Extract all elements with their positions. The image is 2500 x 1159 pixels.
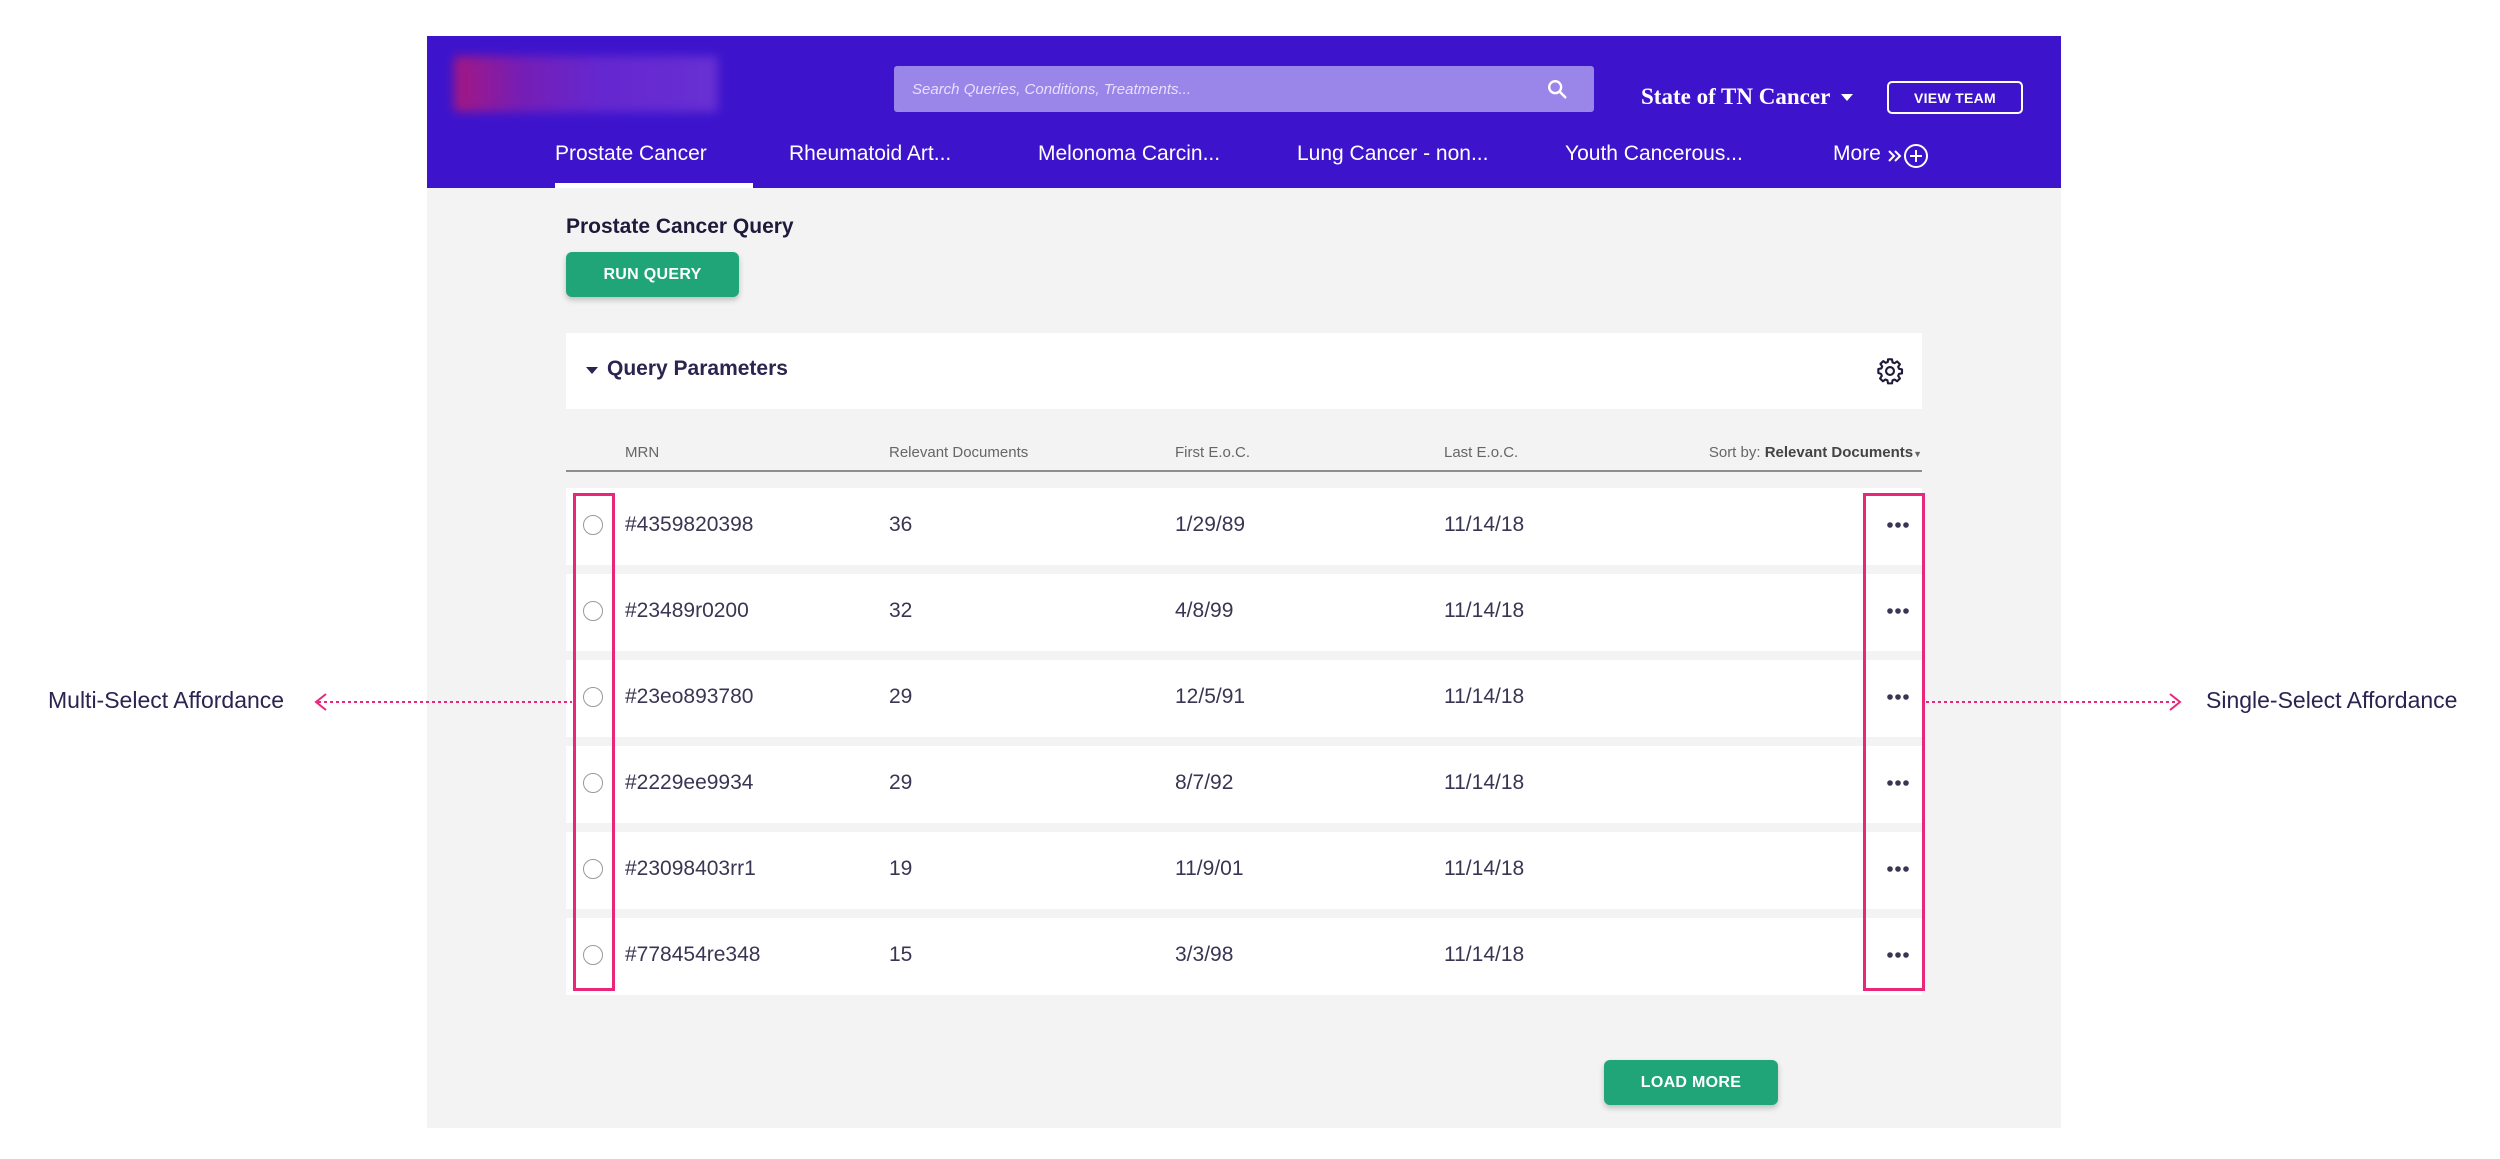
brand-logo [454, 56, 718, 112]
page-title: Prostate Cancer Query [566, 215, 794, 238]
plus-circle-icon[interactable] [1903, 143, 1929, 169]
multi-select-annotation: Multi-Select Affordance [48, 687, 285, 713]
team-name: State of TN Cancer [1641, 84, 1831, 109]
results-table-header: MRN Relevant Documents First E.o.C. Last… [566, 444, 1922, 472]
cell-first-eoc: 12/5/91 [1175, 685, 1246, 708]
search-bar [894, 66, 1594, 112]
column-header-mrn[interactable]: MRN [625, 444, 660, 461]
search-icon[interactable] [1546, 78, 1568, 100]
tab-more[interactable]: More [1833, 142, 1903, 188]
cell-last-eoc: 11/14/18 [1444, 943, 1525, 966]
tab-label: More [1833, 142, 1881, 165]
cell-mrn: #23098403rr1 [625, 857, 756, 880]
cell-last-eoc: 11/14/18 [1444, 685, 1525, 708]
caret-down-icon [1841, 94, 1854, 101]
right-annotation-arrow [1926, 693, 2182, 711]
query-parameters-panel[interactable]: Query Parameters [566, 333, 1922, 409]
more-horizontal-icon[interactable] [1884, 687, 1912, 707]
cell-last-eoc: 11/14/18 [1444, 857, 1525, 880]
caret-down-icon[interactable] [586, 366, 598, 375]
left-annotation-arrow [314, 693, 572, 711]
cell-first-eoc: 3/3/98 [1175, 943, 1234, 966]
run-query-button[interactable]: RUN QUERY [566, 252, 739, 297]
cell-first-eoc: 1/29/89 [1175, 513, 1246, 536]
more-horizontal-icon[interactable] [1884, 945, 1912, 965]
team-selector[interactable]: State of TN Cancer [1641, 82, 1854, 112]
cell-last-eoc: 11/14/18 [1444, 771, 1525, 794]
cell-first-eoc: 11/9/01 [1175, 857, 1244, 880]
row-select-radio[interactable] [583, 859, 603, 879]
more-horizontal-icon[interactable] [1884, 773, 1912, 793]
tab-label: Melonoma Carcin... [1038, 142, 1221, 165]
more-horizontal-icon[interactable] [1884, 515, 1912, 535]
tab-label: Youth Cancerous... [1565, 142, 1743, 165]
table-row[interactable]: #23489r0200 32 4/8/99 11/14/18 [566, 574, 1922, 651]
row-select-radio[interactable] [583, 601, 603, 621]
tab-rheumatoid[interactable]: Rheumatoid Art... [789, 142, 951, 188]
cell-relevant-documents: 29 [889, 685, 913, 708]
more-horizontal-icon[interactable] [1884, 859, 1912, 879]
sort-by-label: Sort by: [1708, 444, 1761, 461]
table-row[interactable]: #23098403rr1 19 11/9/01 11/14/18 [566, 832, 1922, 909]
load-more-button[interactable]: LOAD MORE [1604, 1060, 1778, 1105]
column-header-first-eoc[interactable]: First E.o.C. [1175, 444, 1251, 461]
column-header-relevant-documents[interactable]: Relevant Documents [889, 444, 1029, 461]
tab-melonoma[interactable]: Melonoma Carcin... [1038, 142, 1220, 188]
cell-mrn: #23eo893780 [625, 685, 754, 708]
cell-first-eoc: 4/8/99 [1175, 599, 1234, 622]
tab-label: Prostate Cancer [555, 142, 707, 165]
app-window: State of TN Cancer VIEW TEAM Prostate Ca… [427, 36, 2061, 1128]
table-row[interactable]: #23eo893780 29 12/5/91 11/14/18 [566, 660, 1922, 737]
row-select-radio[interactable] [583, 773, 603, 793]
sort-by-value: Relevant Documents [1764, 444, 1914, 461]
cell-mrn: #778454re348 [625, 943, 761, 966]
single-select-highlight [1863, 493, 1925, 991]
tab-label: Lung Cancer - non... [1297, 142, 1489, 165]
cell-relevant-documents: 32 [889, 599, 913, 622]
caret-down-icon: ▼ [1913, 449, 1922, 459]
table-row[interactable]: #4359820398 36 1/29/89 11/14/18 [566, 488, 1922, 565]
tab-lung-cancer[interactable]: Lung Cancer - non... [1297, 142, 1488, 188]
single-select-annotation: Single-Select Affordance [2206, 687, 2458, 713]
tab-youth-cancerous[interactable]: Youth Cancerous... [1565, 142, 1743, 188]
tab-label: Rheumatoid Art... [789, 142, 952, 165]
cell-mrn: #2229ee9934 [625, 771, 754, 794]
cell-first-eoc: 8/7/92 [1175, 771, 1234, 794]
column-header-last-eoc[interactable]: Last E.o.C. [1444, 444, 1519, 461]
top-header: State of TN Cancer VIEW TEAM Prostate Ca… [427, 36, 2061, 188]
cell-relevant-documents: 19 [889, 857, 913, 880]
row-select-radio[interactable] [583, 687, 603, 707]
cell-relevant-documents: 15 [889, 943, 913, 966]
cell-mrn: #4359820398 [625, 513, 754, 536]
row-select-radio[interactable] [583, 515, 603, 535]
query-parameters-title: Query Parameters [607, 357, 788, 380]
table-row[interactable]: #2229ee9934 29 8/7/92 11/14/18 [566, 746, 1922, 823]
cell-relevant-documents: 29 [889, 771, 913, 794]
cell-mrn: #23489r0200 [625, 599, 749, 622]
cell-last-eoc: 11/14/18 [1444, 513, 1525, 536]
search-input[interactable] [894, 66, 1534, 112]
cell-relevant-documents: 36 [889, 513, 913, 536]
table-row[interactable]: #778454re348 15 3/3/98 11/14/18 [566, 918, 1922, 995]
double-chevron-right-icon [1888, 150, 1902, 162]
cell-last-eoc: 11/14/18 [1444, 599, 1525, 622]
row-select-radio[interactable] [583, 945, 603, 965]
tab-prostate-cancer[interactable]: Prostate Cancer [555, 142, 753, 188]
more-horizontal-icon[interactable] [1884, 601, 1912, 621]
sort-by-dropdown[interactable]: Sort by: Relevant Documents▼ [1709, 444, 1922, 461]
gear-icon[interactable] [1876, 357, 1904, 385]
view-team-button[interactable]: VIEW TEAM [1887, 81, 2023, 114]
multi-select-highlight [573, 493, 615, 991]
